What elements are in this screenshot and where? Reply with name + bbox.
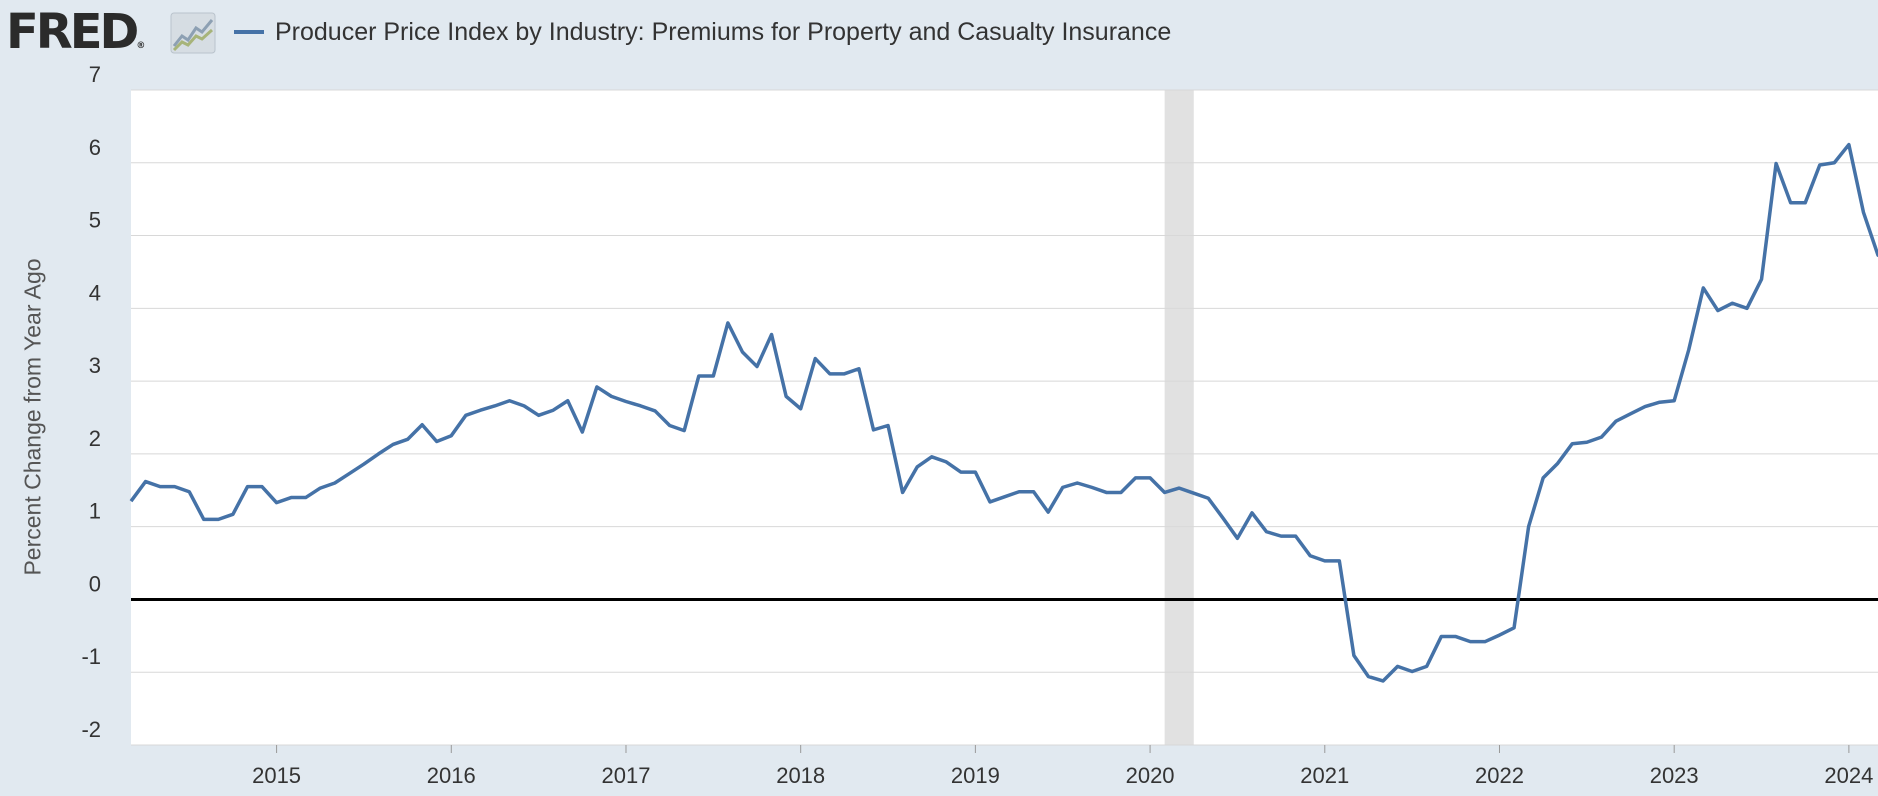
recession-shading-layer: [1164, 90, 1194, 745]
chart-header: FRED® Producer Price Index by Industry: …: [0, 0, 1878, 64]
x-tick-label: 2023: [1650, 763, 1699, 788]
x-tick-label: 2021: [1300, 763, 1349, 788]
y-tick-label: 4: [89, 280, 101, 305]
y-tick-label: 3: [89, 353, 101, 378]
series-line: [129, 142, 1878, 683]
y-tick-label: 5: [89, 208, 101, 233]
x-tick-labels: 2015 2016 2017 2018 2019 2020 2021 2022 2023 2024: [252, 745, 1873, 788]
x-tick-label: 2022: [1475, 763, 1524, 788]
registered-mark: ®: [136, 41, 146, 51]
legend-series-swatch: [234, 30, 264, 34]
y-tick-label: 6: [89, 135, 101, 160]
line-chart-icon: [170, 12, 216, 54]
y-tick-label: 0: [89, 571, 101, 596]
y-tick-label: -1: [81, 644, 101, 669]
fred-logo[interactable]: FRED®: [6, 4, 145, 74]
x-tick-label: 2018: [776, 763, 825, 788]
y-tick-label: 2: [89, 426, 101, 451]
x-tick-label: 2017: [602, 763, 651, 788]
plot-area: [131, 90, 1878, 745]
chart-title: Producer Price Index by Industry: Premiu…: [275, 18, 1172, 46]
x-tick-label: 2020: [1126, 763, 1175, 788]
y-tick-label: -2: [81, 717, 101, 742]
series-layer: [129, 142, 1878, 683]
logo-text: FRED: [6, 4, 139, 60]
x-tick-label: 2016: [427, 763, 476, 788]
y-tick-labels: 7 6 5 4 3 2 1 0 -1 -2: [81, 62, 101, 742]
recession-band: [1164, 90, 1194, 745]
x-tick-label: 2015: [252, 763, 301, 788]
x-tick-label: 2024: [1824, 763, 1873, 788]
grid-layer: [131, 89, 1878, 746]
x-tick-label: 2019: [951, 763, 1000, 788]
y-tick-label: 1: [89, 499, 101, 524]
y-tick-label: 7: [89, 62, 101, 87]
